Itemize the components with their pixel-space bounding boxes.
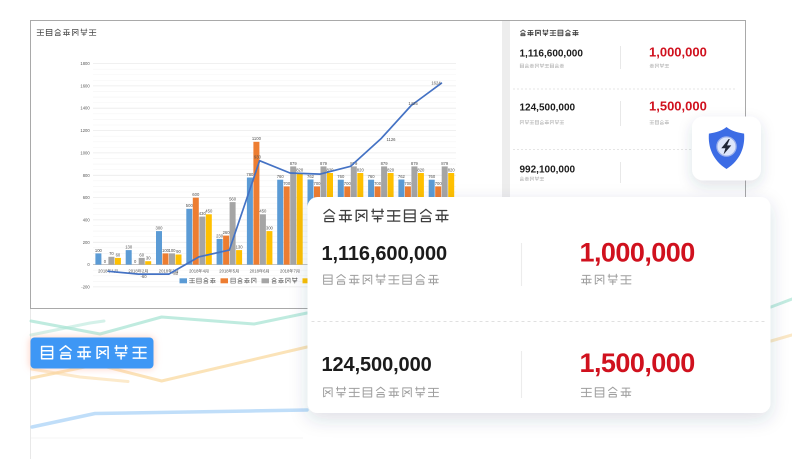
svg-text:-200: -200 [81, 284, 90, 289]
svg-text:90: 90 [176, 249, 181, 254]
svg-text:1,000,000: 1,000,000 [580, 238, 695, 268]
svg-text:1600: 1600 [80, 83, 90, 88]
svg-text:1,116,600,000: 1,116,600,000 [520, 49, 584, 60]
svg-text:820: 820 [387, 167, 395, 172]
svg-text:0: 0 [104, 259, 107, 264]
svg-text:820: 820 [296, 167, 304, 172]
svg-text:879: 879 [441, 161, 449, 166]
svg-text:560: 560 [229, 197, 237, 202]
svg-text:2018年7月: 2018年7月 [280, 268, 300, 275]
svg-text:760: 760 [337, 174, 345, 179]
svg-text:1425: 1425 [408, 101, 418, 106]
svg-text:-60: -60 [140, 274, 147, 279]
svg-text:700: 700 [404, 181, 412, 186]
svg-text:2018年4月: 2018年4月 [189, 268, 209, 275]
svg-text:992,100,000: 992,100,000 [520, 165, 576, 176]
svg-text:430: 430 [199, 211, 207, 216]
svg-text:2018年5月: 2018年5月 [219, 268, 239, 275]
svg-text:1000: 1000 [80, 150, 90, 155]
svg-text:762: 762 [307, 174, 315, 179]
svg-text:820: 820 [327, 167, 335, 172]
svg-text:879: 879 [411, 161, 419, 166]
svg-text:130: 130 [236, 245, 244, 250]
svg-text:500: 500 [186, 203, 194, 208]
svg-text:820: 820 [417, 167, 425, 172]
svg-text:700: 700 [344, 181, 352, 186]
svg-text:100: 100 [95, 248, 103, 253]
svg-text:1400: 1400 [80, 106, 90, 111]
svg-text:1,116,600,000: 1,116,600,000 [322, 243, 448, 265]
svg-text:760: 760 [428, 174, 436, 179]
svg-text:700: 700 [374, 181, 382, 186]
svg-text:2018年2月: 2018年2月 [128, 268, 148, 275]
svg-text:230: 230 [216, 233, 224, 238]
svg-text:60: 60 [116, 252, 121, 257]
svg-text:820: 820 [448, 167, 456, 172]
svg-text:780: 780 [246, 172, 254, 177]
svg-text:100: 100 [162, 248, 170, 253]
svg-text:70: 70 [109, 251, 114, 256]
svg-text:1126: 1126 [386, 137, 396, 142]
svg-text:130: 130 [125, 245, 133, 250]
svg-text:600: 600 [83, 195, 91, 200]
svg-text:400: 400 [83, 217, 91, 222]
svg-text:0: 0 [134, 259, 137, 264]
svg-text:760: 760 [368, 174, 376, 179]
svg-text:700: 700 [283, 181, 291, 186]
svg-text:820: 820 [357, 167, 365, 172]
svg-text:2018年6月: 2018年6月 [250, 268, 270, 275]
svg-text:60: 60 [139, 252, 144, 257]
svg-text:450: 450 [205, 209, 213, 214]
svg-text:879: 879 [381, 161, 389, 166]
svg-text:1800: 1800 [80, 61, 90, 66]
svg-text:100: 100 [169, 248, 177, 253]
svg-text:124,500,000: 124,500,000 [322, 354, 432, 376]
svg-text:30: 30 [146, 256, 151, 261]
svg-text:762: 762 [398, 174, 406, 179]
svg-text:200: 200 [83, 240, 91, 245]
svg-text:1,500,000: 1,500,000 [649, 99, 707, 114]
svg-text:930: 930 [254, 155, 262, 160]
svg-text:760: 760 [277, 174, 285, 179]
svg-text:700: 700 [435, 181, 443, 186]
svg-text:1624: 1624 [431, 81, 441, 86]
svg-text:300: 300 [266, 226, 274, 231]
svg-text:879: 879 [290, 161, 298, 166]
svg-text:300: 300 [156, 226, 164, 231]
svg-text:124,500,000: 124,500,000 [520, 103, 576, 114]
svg-text:0: 0 [87, 262, 90, 267]
svg-text:1,000,000: 1,000,000 [649, 45, 707, 60]
svg-text:600: 600 [192, 192, 200, 197]
svg-text:800: 800 [83, 173, 91, 178]
svg-text:1100: 1100 [252, 136, 262, 141]
svg-text:1,500,000: 1,500,000 [580, 348, 695, 378]
svg-text:2018年3月: 2018年3月 [159, 268, 179, 275]
svg-text:-80: -80 [172, 271, 179, 276]
svg-text:450: 450 [259, 209, 267, 214]
svg-text:1200: 1200 [80, 128, 90, 133]
svg-text:260: 260 [223, 230, 231, 235]
svg-text:700: 700 [314, 181, 322, 186]
svg-text:879: 879 [320, 161, 328, 166]
